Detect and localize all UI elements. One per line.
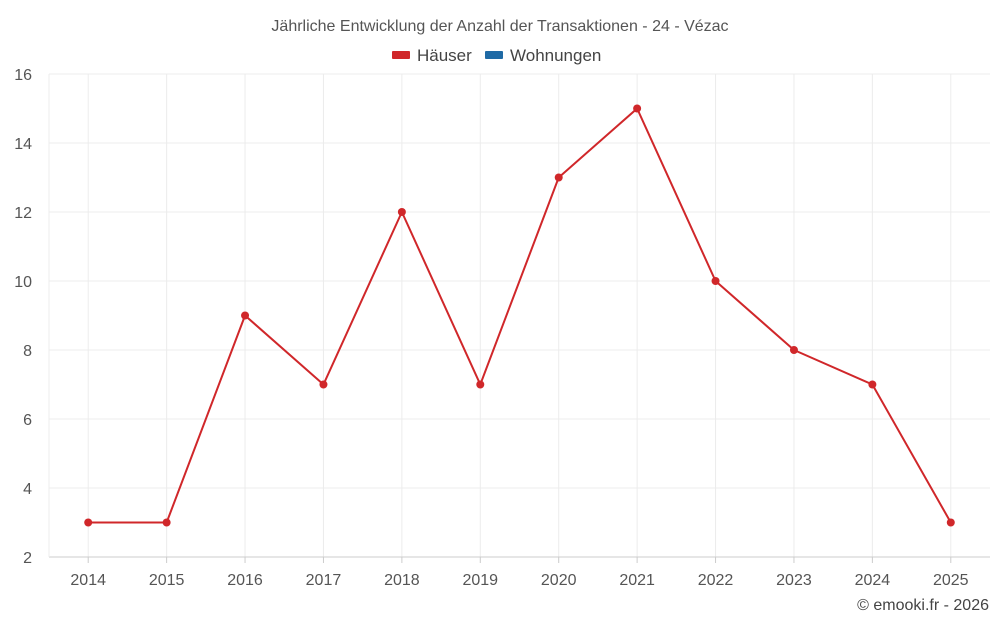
x-axis-ticks: 2014 2015 2016 2017 2018 2019 2020 2021 2022 2023… — [70, 572, 968, 589]
data-point[interactable] — [789, 346, 798, 354]
chart-title: Jährliche Entwicklung der Anzahl der Tra… — [271, 18, 728, 35]
y-axis-ticks: 2 4 6 8 10 12 14 16 — [14, 67, 32, 567]
legend-item-haeuser[interactable]: Häuser — [392, 46, 472, 65]
legend-label-haeuser: Häuser — [417, 46, 472, 65]
x-tick-label: 2023 — [776, 572, 812, 589]
y-tick-label: 6 — [23, 412, 32, 429]
x-tick-label: 2019 — [462, 572, 498, 589]
y-tick-label: 14 — [14, 136, 32, 153]
legend-swatch-wohnungen — [485, 51, 503, 59]
x-tick-label: 2025 — [933, 572, 969, 589]
series — [84, 104, 955, 527]
y-tick-label: 16 — [14, 67, 32, 84]
data-point[interactable] — [868, 380, 877, 389]
y-tick-label: 4 — [23, 481, 32, 498]
data-point[interactable] — [162, 518, 171, 527]
data-point[interactable] — [711, 277, 720, 285]
data-point[interactable] — [633, 104, 642, 113]
y-tick-label: 10 — [14, 274, 32, 291]
data-point[interactable] — [946, 518, 955, 527]
x-tick-label: 2021 — [619, 572, 655, 589]
data-point[interactable] — [476, 380, 485, 389]
x-tick-label: 2020 — [541, 572, 577, 589]
y-tick-label: 8 — [23, 343, 32, 360]
legend-swatch-haeuser — [392, 51, 410, 59]
legend-item-wohnungen[interactable]: Wohnungen — [485, 46, 601, 65]
legend[interactable]: Häuser Wohnungen — [392, 46, 601, 65]
x-tick-label: 2018 — [384, 572, 420, 589]
data-point[interactable] — [319, 380, 328, 389]
data-point[interactable] — [84, 518, 93, 527]
data-point[interactable] — [241, 311, 250, 320]
x-tick-label: 2014 — [70, 572, 106, 589]
credit: © emooki.fr - 2026 — [857, 597, 989, 614]
data-point[interactable] — [554, 173, 563, 182]
x-tick-label: 2022 — [698, 572, 734, 589]
x-tick-label: 2024 — [855, 572, 891, 589]
x-tick-label: 2015 — [149, 572, 185, 589]
legend-label-wohnungen: Wohnungen — [510, 46, 601, 65]
series-line-0 — [88, 107, 952, 524]
x-tick-label: 2017 — [306, 572, 342, 589]
grid — [49, 73, 990, 557]
axes — [48, 74, 990, 563]
x-tick-label: 2016 — [227, 572, 263, 589]
y-tick-label: 2 — [23, 550, 32, 567]
y-tick-label: 12 — [14, 205, 32, 222]
data-point[interactable] — [397, 208, 406, 216]
